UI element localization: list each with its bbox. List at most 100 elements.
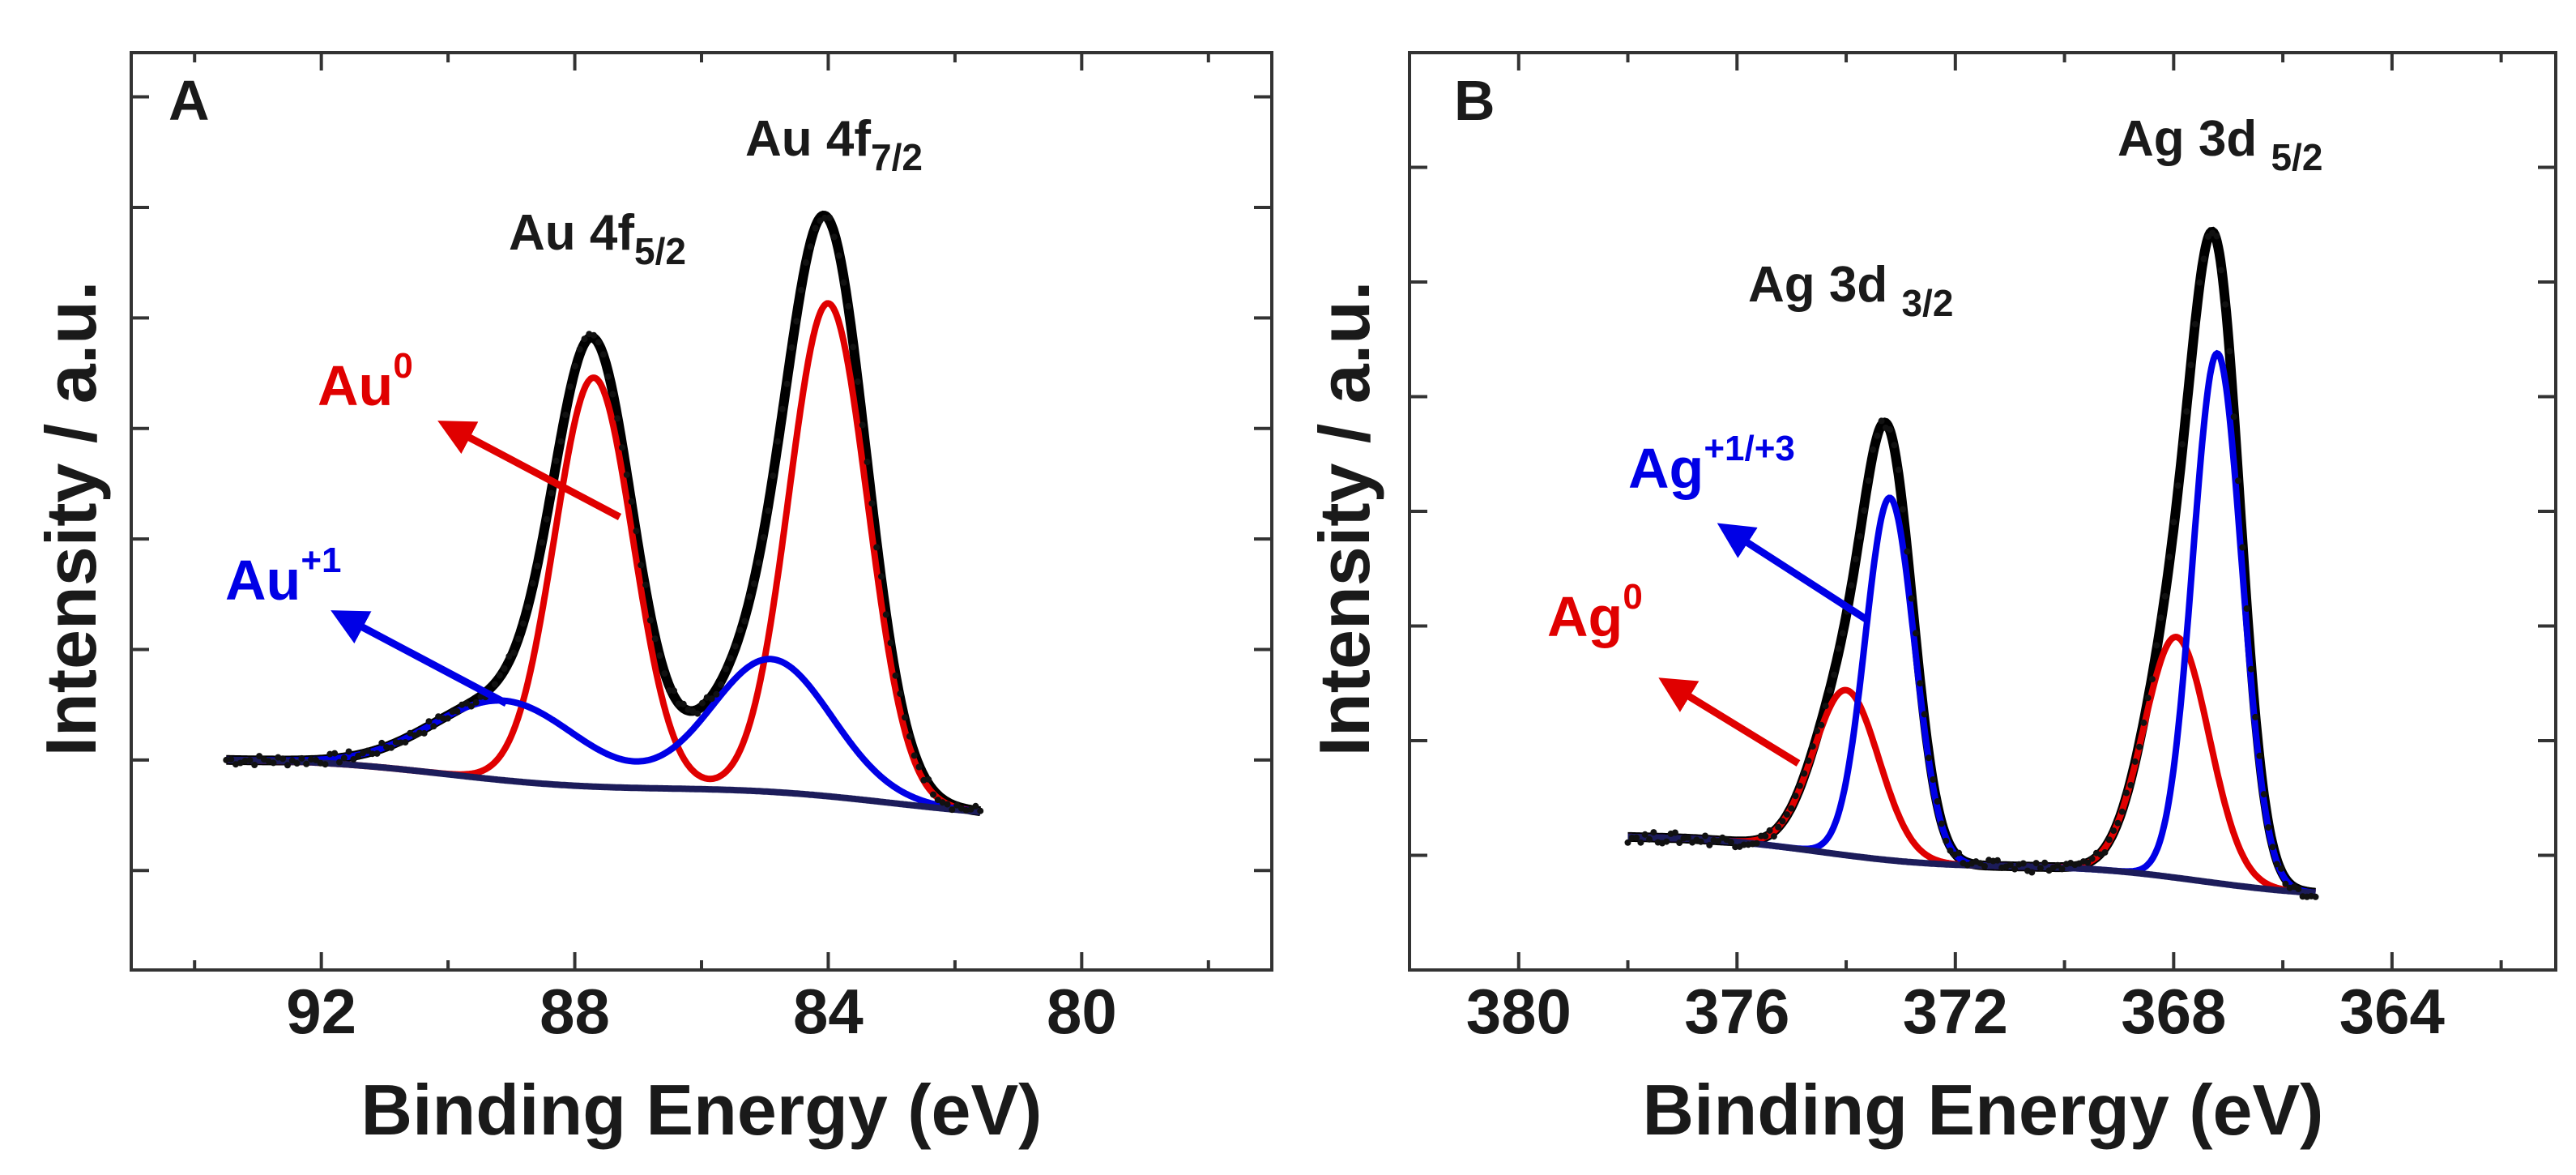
data-point	[826, 214, 833, 221]
raw-data-points	[223, 214, 984, 814]
data-point	[949, 806, 956, 814]
data-point	[638, 562, 645, 569]
data-point	[2144, 694, 2152, 702]
data-point	[1852, 555, 1859, 562]
data-point	[1891, 442, 1898, 449]
data-point	[1874, 432, 1881, 439]
data-point	[412, 732, 418, 739]
data-point	[646, 617, 654, 624]
arrow-ag+1-3	[1717, 523, 1870, 623]
annotation-au0: Au0	[318, 346, 413, 417]
data-point	[246, 757, 254, 764]
data-point	[1676, 840, 1683, 846]
data-point	[2101, 848, 2109, 856]
y-axis-title: Intensity / a.u.	[31, 281, 111, 757]
data-point	[591, 331, 598, 339]
data-point	[2179, 441, 2186, 448]
data-point	[2123, 789, 2130, 797]
data-point	[279, 755, 287, 763]
data-point	[223, 756, 230, 763]
data-point	[548, 489, 555, 497]
tick-marks	[131, 53, 1272, 970]
arrow-au0	[437, 421, 622, 520]
component-au+1-curve	[226, 656, 981, 815]
data-point	[736, 626, 744, 634]
plot-frame	[1408, 51, 2557, 972]
data-point	[1861, 507, 1868, 514]
data-point	[1904, 548, 1911, 555]
data-point	[614, 415, 621, 422]
data-point	[671, 687, 677, 694]
data-point	[2058, 865, 2066, 873]
data-point	[519, 620, 527, 627]
data-point	[817, 217, 824, 224]
data-point	[2161, 592, 2169, 600]
data-point	[628, 498, 635, 505]
data-point	[1870, 446, 1876, 453]
data-point	[1762, 832, 1769, 840]
data-point	[1637, 839, 1644, 846]
data-point	[383, 744, 390, 751]
data-point	[2187, 361, 2194, 369]
data-point	[1917, 680, 1924, 687]
data-point	[251, 762, 258, 768]
data-point	[2273, 861, 2280, 868]
data-point	[887, 639, 894, 647]
annotation-au+1: Au+1	[225, 540, 341, 612]
data-point	[2153, 642, 2160, 649]
data-point	[1706, 841, 1713, 848]
data-point	[906, 733, 913, 740]
data-point	[2105, 836, 2113, 844]
peak-label-ag-3d-5-2: Ag 3d 5/2	[2118, 111, 2322, 178]
data-point	[2136, 743, 2143, 750]
data-point	[1848, 582, 1855, 589]
data-point	[2127, 781, 2135, 788]
peak-label-ag-3d-3-2: Ag 3d 3/2	[1748, 257, 1953, 324]
component-ag0-curve	[1627, 633, 2316, 896]
panel-label: B	[1454, 69, 1495, 132]
data-point	[2032, 860, 2040, 867]
data-point	[619, 444, 625, 451]
data-point	[1930, 776, 1937, 783]
data-point	[416, 729, 423, 737]
data-point	[1727, 839, 1734, 846]
data-point	[501, 665, 508, 672]
data-point	[2204, 233, 2211, 240]
data-point	[864, 459, 871, 466]
data-point	[2007, 861, 2014, 869]
data-point	[2239, 544, 2246, 551]
x-tick-label: 84	[793, 976, 864, 1047]
data-point	[854, 378, 861, 385]
data-point	[1878, 417, 1885, 425]
data-point	[807, 243, 814, 250]
panel-b: 380 376 372 368 364 B Ag 3d 3/2 Ag 3d 5/2 Ag…	[1304, 51, 2557, 1150]
data-point	[2019, 860, 2027, 867]
data-point	[364, 747, 371, 754]
data-point	[2110, 827, 2118, 835]
data-point	[1826, 686, 1833, 694]
arrow-ag0	[1658, 677, 1801, 767]
data-point	[977, 807, 984, 814]
data-point	[340, 754, 348, 762]
data-point	[293, 760, 301, 767]
data-point	[298, 754, 305, 762]
data-point	[1788, 805, 1795, 812]
data-point	[911, 752, 918, 759]
x-tick-label: 80	[1047, 976, 1117, 1047]
data-point	[1770, 833, 1777, 840]
data-point	[2260, 791, 2267, 798]
data-point	[529, 579, 536, 587]
data-point	[821, 214, 829, 221]
data-point	[2265, 824, 2272, 831]
data-point	[2235, 477, 2241, 485]
data-point	[774, 438, 781, 445]
data-point	[496, 672, 503, 679]
data-point	[770, 472, 777, 480]
data-point	[1831, 671, 1838, 678]
data-point	[571, 362, 578, 370]
data-point	[2114, 819, 2122, 827]
data-point	[505, 653, 513, 660]
data-point	[2222, 301, 2229, 308]
y-axis-title: Intensity / a.u.	[1304, 281, 1384, 757]
data-point	[835, 252, 842, 259]
